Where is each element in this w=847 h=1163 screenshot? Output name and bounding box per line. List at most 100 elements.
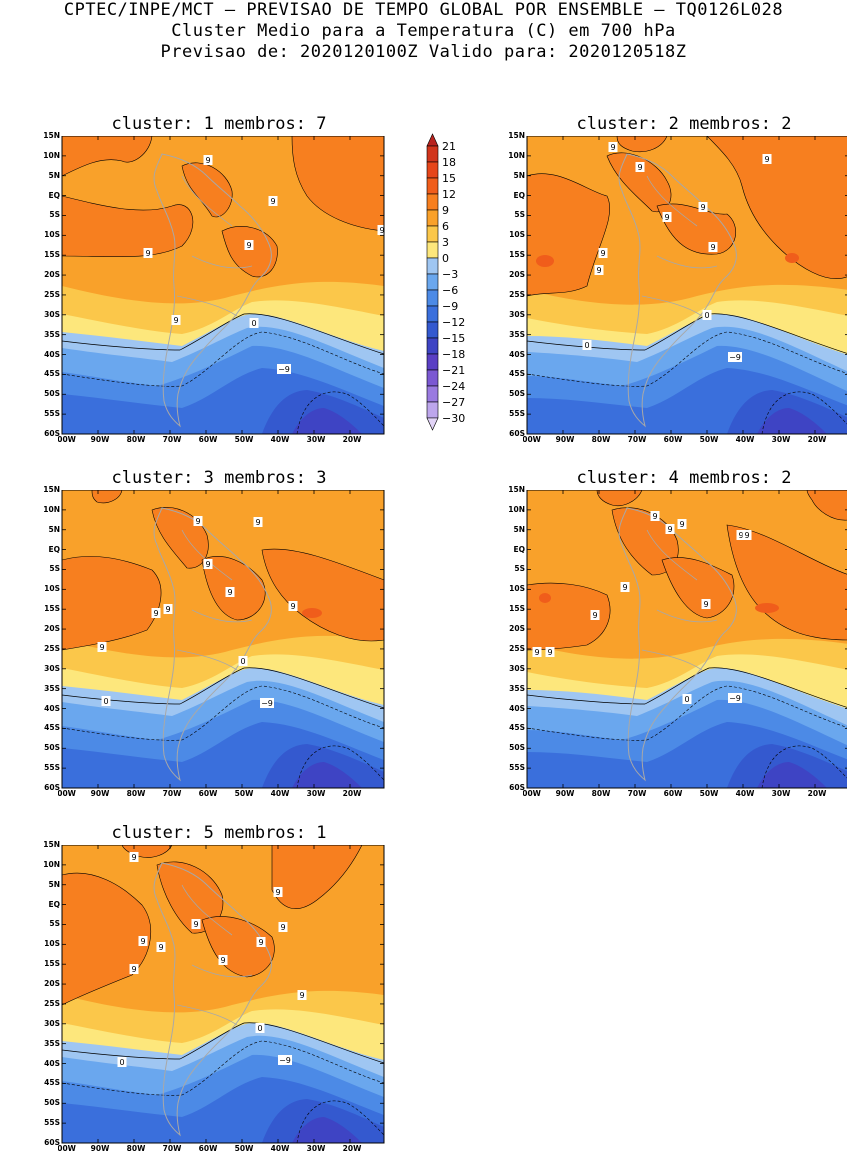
warm-region [181,162,233,218]
lat-label: 10N [508,504,525,514]
contour-label: −9 [729,694,741,703]
contour-label-bg [218,955,228,965]
hot-spot [302,608,322,618]
contour-label: 9 [131,965,136,974]
country-borders [176,529,253,671]
colorbar-label: 12 [442,188,456,201]
contour-label: 9 [547,648,552,657]
lat-label: 5N [513,524,526,534]
map-frame [61,136,385,435]
contour-label-bg [255,1023,265,1033]
lat-label: 20S [509,624,525,634]
lat-label: 10N [43,859,60,869]
lon-label: 80W [127,435,146,444]
lat-label: 35S [44,683,60,693]
lat-label: 45S [44,369,60,379]
temperature-band [292,762,362,788]
colorbar-swatch [426,177,439,195]
hot-spot [539,593,551,603]
lat-label: 55S [44,409,60,419]
contour-label: 9 [703,600,708,609]
colorbar-swatch [426,241,439,259]
colorbar-swatch [426,145,439,163]
contour-label-bg [278,1055,292,1065]
header-line-3: Previsao de: 2020120100Z Valido para: 20… [160,42,687,62]
contour-label-bg [702,310,712,320]
lat-label: 15S [44,604,60,614]
contour-label: 9 [280,923,285,932]
continent-outline [153,862,272,1137]
contour-label: 9 [596,266,601,275]
continent-outline [153,507,272,782]
contour-label-bg [129,964,139,974]
lat-label: 55S [44,763,60,773]
members-label: membros: [224,823,307,843]
contour-label-bg [650,511,660,521]
contour-line-0 [62,313,384,355]
contour-label: 9 [193,920,198,929]
cluster-label: cluster: [111,114,194,134]
cluster-number: 2 [668,114,679,134]
lat-label: EQ [513,190,526,200]
colorbar-label: 9 [442,204,449,217]
lon-label: 40W [271,1144,290,1153]
lat-label: 10S [44,230,60,240]
cluster-title: cluster: 4 membros: 2 [523,468,845,488]
lat-label: 20S [509,270,525,280]
lat-label: 60S [509,429,525,438]
contour-label-bg [620,582,630,592]
colorbar-swatch [426,209,439,227]
colorbar-swatch [426,321,439,339]
country-borders [641,529,718,671]
country-borders [641,175,718,317]
contour-label: 9 [165,605,170,614]
cluster-title: cluster: 5 membros: 1 [58,823,380,843]
colorbar-label: 15 [442,172,456,185]
contour-label-bg [268,196,278,206]
contour-label: 9 [227,588,232,597]
warm-region [91,490,123,504]
lat-label: 35S [509,683,525,693]
lon-label: 20W [808,435,827,444]
warm-region [271,845,363,909]
members-count: 3 [316,468,327,488]
contour-label-bg [138,936,148,946]
lon-label: 100W [523,435,542,444]
contour-label: 9 [637,163,642,172]
colorbar-label: 21 [442,140,456,153]
contour-label-bg [101,696,111,706]
hot-spot [536,255,554,267]
lat-label: 5N [48,879,61,889]
contour-label-bg [203,155,213,165]
contour-label: −9 [261,699,273,708]
warm-region [62,872,152,1006]
colorbar-label: −9 [442,300,458,313]
cluster-panel-4: cluster: 4 membros: 299999999990−9100W90… [508,468,847,798]
lon-label: 60W [664,435,683,444]
lat-label: 5S [49,210,60,220]
lat-label: 5S [49,564,60,574]
temperature-band [757,408,827,434]
contour-label: 9 [205,156,210,165]
lat-label: 30S [509,309,525,319]
contour-label-bg [273,887,283,897]
lon-label: 40W [736,435,755,444]
contour-line-neg9 [527,685,847,741]
warm-region [261,548,384,642]
contour-label: 9 [652,512,657,521]
lat-label: 45S [509,369,525,379]
lat-label: 40S [44,703,60,713]
lat-label: 15N [508,131,525,140]
contour-label: 9 [664,213,669,222]
lat-label: 5N [513,170,526,180]
colorbar-top-arrow [426,133,439,147]
colorbar-label: −6 [442,284,458,297]
colorbar-swatch [426,353,439,371]
cluster-title: cluster: 3 membros: 3 [58,468,380,488]
colorbar-label: −18 [442,348,465,361]
contour-label: −9 [279,1056,291,1065]
lon-label: 70W [163,435,182,444]
lat-label: 60S [509,783,525,792]
colorbar-label: −15 [442,332,465,345]
